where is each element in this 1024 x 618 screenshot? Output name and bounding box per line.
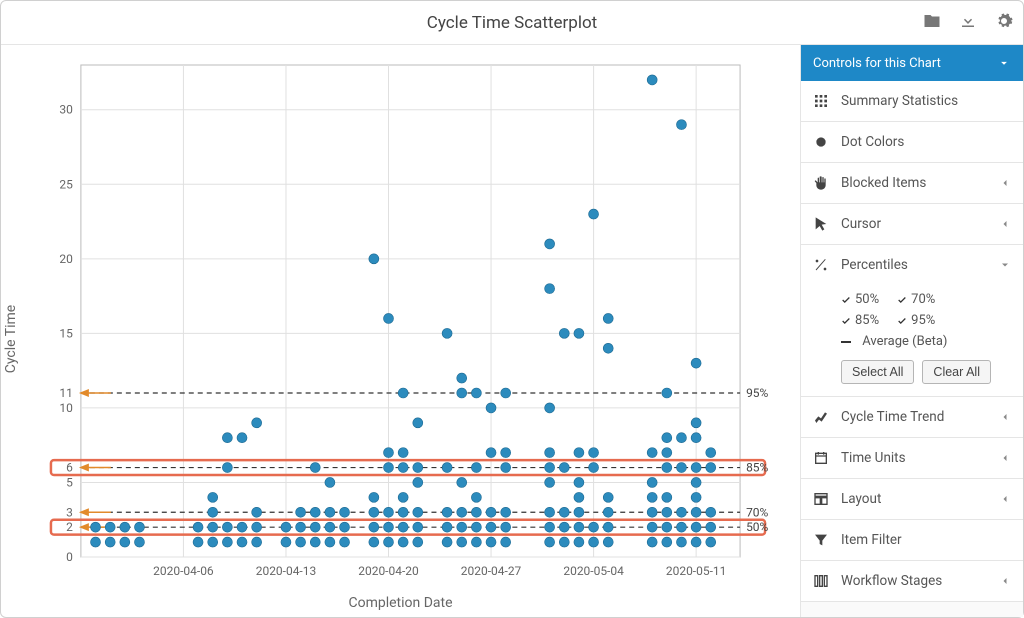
header-actions (923, 1, 1013, 45)
dot-icon (813, 134, 829, 150)
summary-stats-label: Summary Statistics (841, 93, 1011, 109)
svg-text:5: 5 (66, 475, 73, 489)
svg-text:25: 25 (59, 177, 73, 191)
svg-text:0: 0 (66, 550, 73, 564)
dot-colors-row[interactable]: Dot Colors (801, 122, 1023, 162)
cursor-row[interactable]: Cursor (801, 204, 1023, 244)
svg-text:2020-04-06: 2020-04-06 (153, 564, 214, 578)
time-units-row[interactable]: Time Units (801, 438, 1023, 478)
chart-area: 2020-04-06 2020-04-13 2020-04-20 2020-04-27… (1, 45, 800, 617)
chevron-down-icon (997, 56, 1011, 70)
svg-text:20: 20 (59, 252, 73, 266)
chevron-left-icon (999, 575, 1011, 587)
perc-70-toggle[interactable]: 70% (897, 292, 935, 307)
gear-icon[interactable] (995, 12, 1013, 34)
sidebar: Controls for this Chart Summary Statisti… (800, 45, 1023, 617)
controls-panel-title: Controls for this Chart (813, 56, 941, 71)
svg-text:11: 11 (59, 386, 72, 400)
percentiles-body: 50% 70% 85% 95% Average (Beta) Select Al… (801, 285, 1023, 396)
svg-text:85%: 85% (746, 461, 768, 475)
calendar-icon (813, 450, 829, 466)
workflow-stages-label: Workflow Stages (841, 573, 987, 589)
x-axis-label: Completion Date (348, 595, 452, 611)
blocked-items-label: Blocked Items (841, 175, 987, 191)
svg-text:2020-04-13: 2020-04-13 (256, 564, 316, 578)
perc-avg-toggle[interactable]: Average (Beta) (841, 334, 947, 349)
chevron-left-icon (999, 493, 1011, 505)
chevron-left-icon (999, 218, 1011, 230)
hand-icon (813, 175, 829, 191)
cursor-icon (813, 216, 829, 232)
svg-text:70%: 70% (746, 505, 768, 519)
layout-row[interactable]: Layout (801, 479, 1023, 519)
svg-text:2020-05-11: 2020-05-11 (666, 564, 726, 578)
svg-text:3: 3 (66, 505, 73, 519)
page-title: Cycle Time Scatterplot (427, 13, 597, 33)
scatterplot: 2020-04-06 2020-04-13 2020-04-20 2020-04-27… (1, 45, 800, 617)
workflow-stages-row[interactable]: Workflow Stages (801, 561, 1023, 601)
clear-all-button[interactable]: Clear All (922, 360, 991, 384)
blocked-items-row[interactable]: Blocked Items (801, 163, 1023, 203)
columns-icon (813, 573, 829, 589)
summary-stats-row[interactable]: Summary Statistics (801, 81, 1023, 121)
controls-panel-header[interactable]: Controls for this Chart (801, 45, 1023, 81)
select-all-button[interactable]: Select All (841, 360, 914, 384)
perc-85-toggle[interactable]: 85% (841, 313, 879, 328)
grid-icon (813, 93, 829, 109)
perc-95-toggle[interactable]: 95% (897, 313, 935, 328)
chevron-left-icon (999, 177, 1011, 189)
filter-icon (813, 532, 829, 548)
svg-text:2: 2 (66, 520, 73, 534)
trend-icon (813, 409, 829, 425)
percentiles-row[interactable]: Percentiles (801, 245, 1023, 285)
perc-50-toggle[interactable]: 50% (841, 292, 879, 307)
svg-text:2020-05-04: 2020-05-04 (563, 564, 624, 578)
time-units-label: Time Units (841, 450, 987, 466)
percent-icon (813, 257, 829, 273)
header: Cycle Time Scatterplot (1, 1, 1023, 45)
svg-text:10: 10 (59, 401, 73, 415)
svg-text:30: 30 (59, 103, 73, 117)
cycle-trend-row[interactable]: Cycle Time Trend (801, 397, 1023, 437)
layout-label: Layout (841, 491, 987, 507)
chevron-left-icon (999, 411, 1011, 423)
cycle-trend-label: Cycle Time Trend (841, 409, 987, 425)
cursor-label: Cursor (841, 216, 987, 232)
item-filter-label: Item Filter (841, 532, 1011, 548)
dot-colors-label: Dot Colors (841, 134, 1011, 150)
svg-text:95%: 95% (746, 386, 768, 400)
percentiles-label: Percentiles (841, 257, 987, 273)
layout-icon (813, 491, 829, 507)
chevron-down-icon (999, 259, 1011, 271)
y-axis-label: Cycle Time (3, 305, 19, 373)
svg-text:15: 15 (59, 326, 73, 340)
chevron-left-icon (999, 452, 1011, 464)
item-filter-row[interactable]: Item Filter (801, 520, 1023, 560)
download-icon[interactable] (959, 12, 977, 34)
svg-text:6: 6 (66, 461, 73, 475)
svg-text:2020-04-20: 2020-04-20 (358, 564, 419, 578)
svg-text:50%: 50% (746, 520, 768, 534)
svg-text:2020-04-27: 2020-04-27 (461, 564, 522, 578)
folder-icon[interactable] (923, 12, 941, 34)
